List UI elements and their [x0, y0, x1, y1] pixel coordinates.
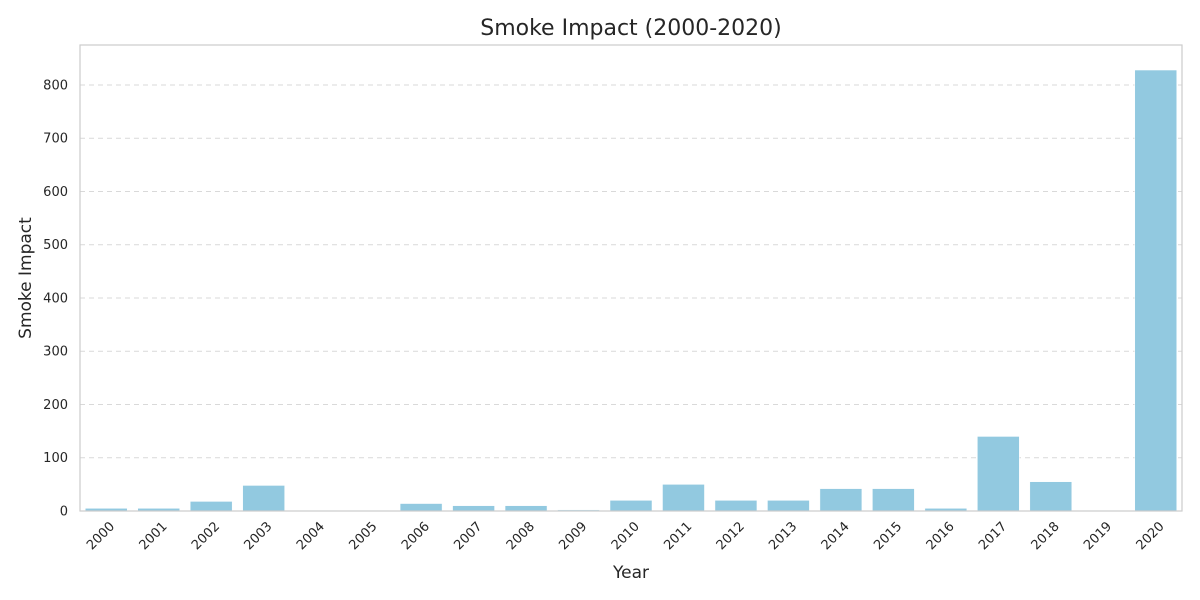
- bar-2008: [504, 505, 548, 512]
- bar-2020: [1134, 69, 1178, 512]
- bar-2013: [767, 500, 810, 512]
- bar-2002: [189, 501, 233, 512]
- bar-2003: [242, 485, 285, 512]
- x-tick-label: 2002: [189, 519, 223, 553]
- x-tick-label: 2015: [871, 519, 905, 553]
- x-tick-label: 2009: [556, 519, 590, 553]
- x-tick-label: 2016: [924, 519, 958, 553]
- y-tick-label: 700: [43, 132, 68, 147]
- y-tick-label: 400: [43, 291, 68, 306]
- bar-2018: [1029, 481, 1073, 512]
- x-tick-label: 2014: [819, 519, 853, 553]
- bar-2012: [714, 500, 758, 512]
- y-tick-label: 200: [43, 398, 68, 413]
- y-tick-label: 500: [43, 238, 68, 253]
- x-axis-ticks: 2000 2001 2002 2003 2004 2005 2006 2007 2008 2009…: [84, 519, 1168, 553]
- x-tick-label: 2006: [399, 519, 433, 553]
- y-tick-label: 0: [60, 505, 68, 520]
- bar-2014: [819, 488, 863, 512]
- y-tick-label: 600: [43, 185, 68, 200]
- x-tick-label: 2000: [84, 519, 118, 553]
- bar-2006: [399, 503, 443, 512]
- y-tick-label: 100: [43, 451, 68, 466]
- gridlines: [80, 84, 1182, 459]
- y-axis-ticks: 0 100 200 300 400 500 600 700 800: [43, 78, 68, 519]
- x-tick-label: 2007: [451, 519, 485, 553]
- x-tick-label: 2020: [1134, 519, 1168, 553]
- x-tick-label: 2003: [241, 519, 275, 553]
- x-tick-label: 2008: [504, 519, 538, 553]
- bar-2011: [662, 484, 705, 512]
- bar-2010: [609, 500, 653, 512]
- plot-frame: [79, 44, 1183, 512]
- x-tick-label: 2019: [1081, 519, 1115, 553]
- x-tick-label: 2018: [1029, 519, 1063, 553]
- x-tick-label: 2013: [766, 519, 800, 553]
- y-tick-label: 800: [43, 78, 68, 93]
- x-tick-label: 2017: [976, 519, 1010, 553]
- x-tick-label: 2012: [714, 519, 748, 553]
- x-tick-label: 2001: [137, 519, 171, 553]
- bar-2015: [872, 488, 915, 512]
- y-axis-label: Smoke Impact: [16, 217, 36, 339]
- bars: [84, 69, 1178, 512]
- y-tick-label: 300: [43, 345, 68, 360]
- x-axis-label: Year: [612, 563, 649, 583]
- chart-title: Smoke Impact (2000-2020): [480, 16, 782, 41]
- x-tick-label: 2011: [661, 519, 695, 553]
- x-tick-label: 2010: [609, 519, 643, 553]
- x-tick-label: 2005: [346, 519, 380, 553]
- bar-2007: [452, 505, 495, 512]
- bar-2017: [977, 436, 1020, 512]
- x-tick-label: 2004: [294, 519, 328, 553]
